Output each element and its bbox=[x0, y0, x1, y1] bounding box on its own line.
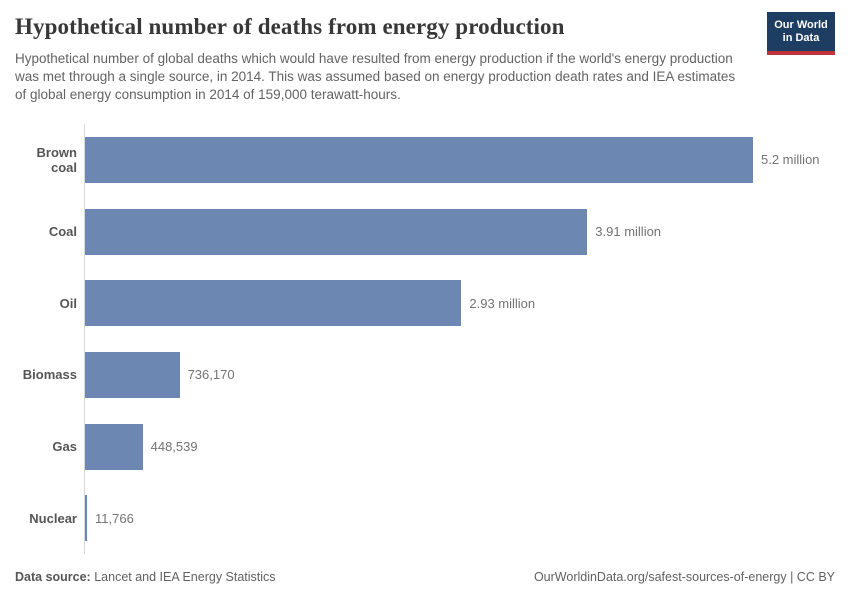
header-text-block: Hypothetical number of deaths from energ… bbox=[15, 12, 767, 104]
chart-row-oil: Oil 2.93 million bbox=[15, 267, 835, 339]
bar-oil[interactable] bbox=[85, 280, 462, 327]
y-axis-line bbox=[84, 124, 85, 554]
data-source-note: Data source: Lancet and IEA Energy Stati… bbox=[15, 570, 276, 584]
bar-track: 448,539 bbox=[84, 423, 835, 470]
bar-track: 11,766 bbox=[84, 495, 835, 542]
category-label: Nuclear bbox=[29, 510, 77, 526]
data-source-label: Data source: bbox=[15, 570, 91, 584]
bar-value-label: 3.91 million bbox=[595, 224, 662, 239]
bar-track: 5.2 million bbox=[84, 136, 835, 183]
chart-row-biomass: Biomass 736,170 bbox=[15, 339, 835, 411]
bar-value-label: 11,766 bbox=[95, 510, 134, 526]
owid-logo: Our World in Data bbox=[767, 12, 835, 55]
bar-coal[interactable] bbox=[85, 208, 588, 255]
bar-chart: Brown coal 5.2 million Coal 3.91 million Oil… bbox=[15, 124, 835, 554]
chart-row-nuclear: Nuclear 11,766 bbox=[15, 482, 835, 554]
bar-value-label: 5.2 million bbox=[761, 152, 820, 168]
bar-track: 736,170 bbox=[84, 351, 835, 398]
bar-value-label: 2.93 million bbox=[469, 295, 536, 311]
chart-subtitle: Hypothetical number of global deaths whi… bbox=[15, 51, 736, 102]
chart-row-brown-coal: Brown coal 5.2 million bbox=[15, 124, 835, 196]
category-label: Oil bbox=[59, 295, 77, 311]
category-label: Brown coal bbox=[36, 144, 77, 175]
bar-track: 2.93 million bbox=[84, 280, 835, 327]
bar-value-label: 448,539 bbox=[150, 439, 198, 455]
category-label: Gas bbox=[52, 439, 77, 455]
bar-brown-coal[interactable] bbox=[85, 136, 753, 183]
bar-value-label: 736,170 bbox=[187, 367, 235, 383]
chart-header: Hypothetical number of deaths from energ… bbox=[0, 0, 850, 104]
data-source-value: Lancet and IEA Energy Statistics bbox=[90, 570, 276, 584]
chart-footer: Data source: Lancet and IEA Energy Stati… bbox=[0, 554, 850, 600]
category-label: Biomass bbox=[22, 367, 77, 383]
chart-row-gas: Gas 448,539 bbox=[15, 411, 835, 483]
bar-biomass[interactable] bbox=[85, 351, 180, 398]
category-label: Coal bbox=[48, 224, 77, 239]
license-url-note: OurWorldinData.org/safest-sources-of-ene… bbox=[533, 570, 835, 584]
owid-logo-line1: Our World bbox=[774, 19, 828, 31]
chart-row-coal: Coal 3.91 million bbox=[15, 196, 835, 268]
bar-gas[interactable] bbox=[85, 423, 143, 470]
page-title: Hypothetical number of deaths from energ… bbox=[15, 14, 565, 39]
bar-nuclear[interactable] bbox=[85, 495, 87, 542]
bar-track: 3.91 million bbox=[84, 208, 835, 255]
owid-logo-line2: in Data bbox=[782, 32, 820, 44]
